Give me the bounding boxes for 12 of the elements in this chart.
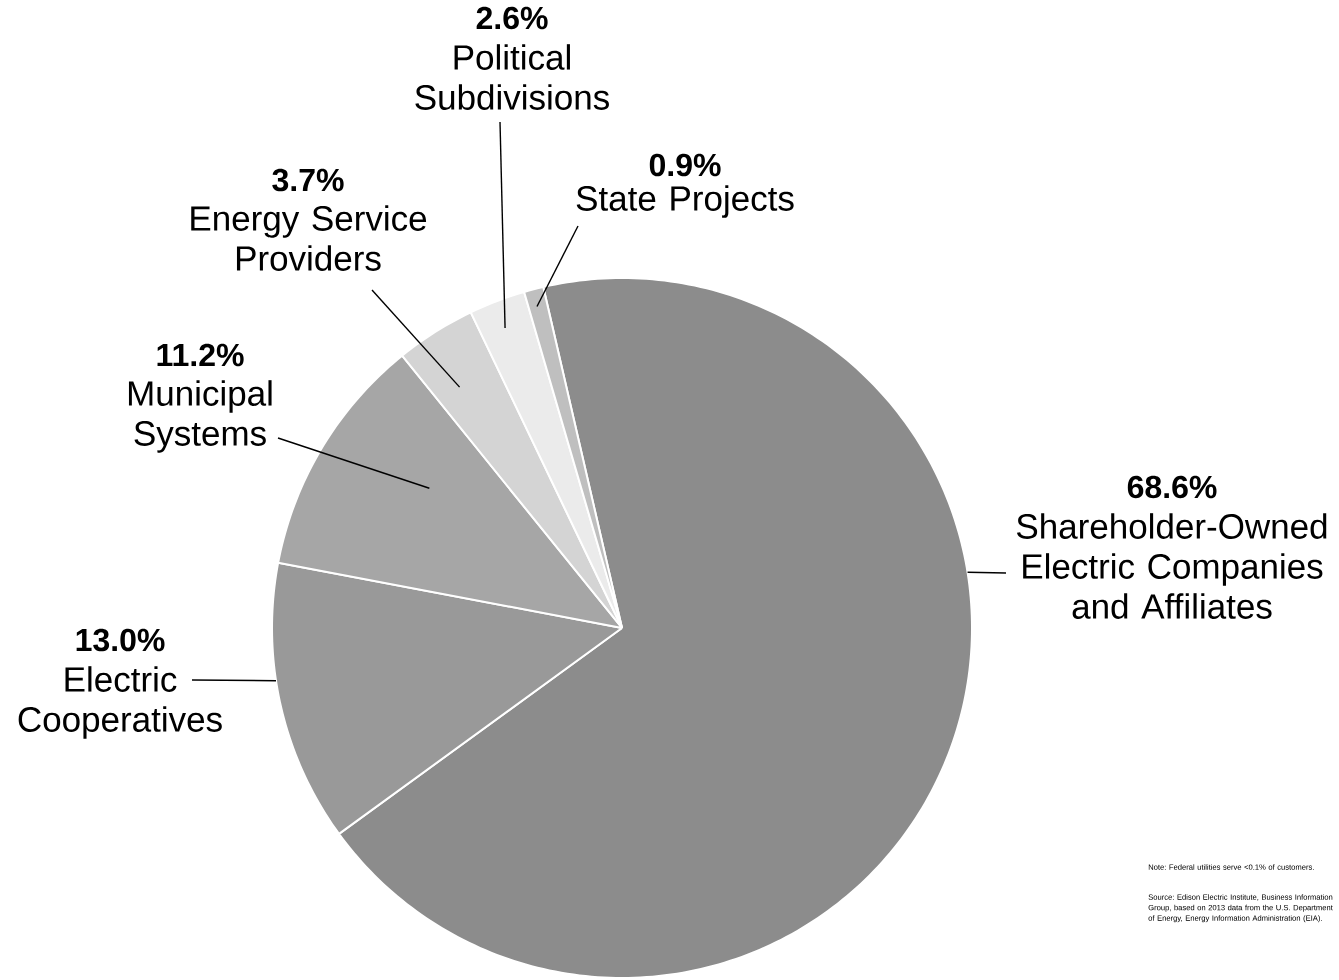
data-label: 13.0% <box>76 628 165 652</box>
data-label: 0.9% <box>649 153 721 177</box>
data-label: 68.6% <box>1127 475 1217 499</box>
slice-label: Shareholder-Owned Electric Companies and Affiliates <box>1016 513 1327 619</box>
data-label: 2.6% <box>476 6 548 30</box>
slice-label: Energy Service Providers <box>191 205 427 271</box>
data-label: 3.7% <box>272 168 344 192</box>
slice-label: Electric Cooperatives <box>18 666 222 739</box>
slice-label: Political Subdivisions <box>415 44 609 110</box>
data-label: 11.2% <box>157 343 244 367</box>
slice-label: State Projects <box>576 185 794 218</box>
slice-label: Municipal Systems <box>128 380 272 453</box>
